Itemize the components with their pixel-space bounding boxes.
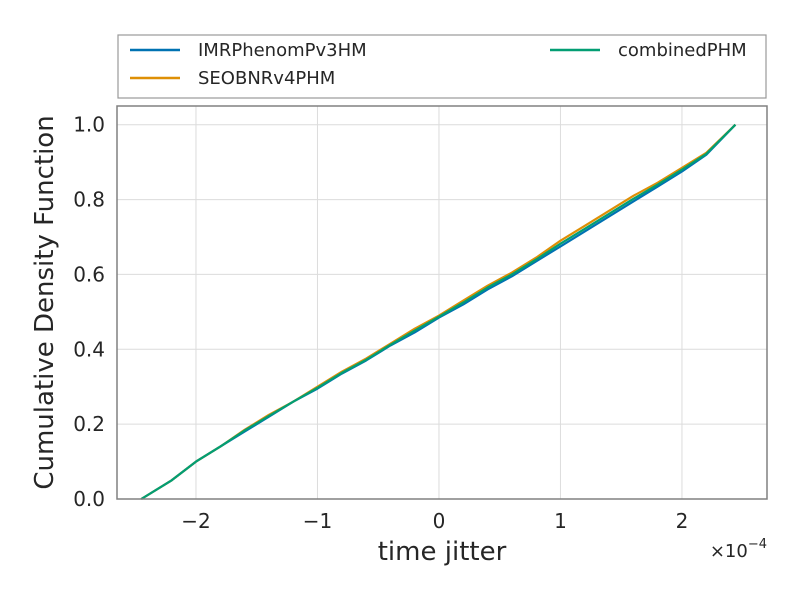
y-tick-label: 0.4 <box>73 337 105 361</box>
x-tick-label: −1 <box>303 509 332 533</box>
legend-box <box>117 34 767 99</box>
y-tick-label: 1.0 <box>73 113 105 137</box>
legend-label: SEOBNRv4PHM <box>198 68 335 89</box>
plot-frame <box>116 105 768 500</box>
y-ticks: 0.0 0.2 0.4 0.6 0.8 1.0 <box>73 113 105 511</box>
series-line <box>140 123 737 500</box>
grid <box>117 106 767 500</box>
x-axis-offset-exponent: −4 <box>748 537 767 552</box>
x-tick-label: 0 <box>433 509 446 533</box>
series-line <box>140 123 737 500</box>
x-ticks: −2 −1 0 1 2 <box>181 509 688 533</box>
x-axis-offset-base: ×10 <box>710 541 748 562</box>
y-axis-label: Cumulative Density Function <box>30 115 60 489</box>
y-tick-label: 0.6 <box>73 262 105 286</box>
y-tick-label: 0.0 <box>73 487 105 511</box>
legend-items: IMRPhenomPv3HM SEOBNRv4PHM combinedPHM <box>130 40 747 89</box>
x-axis-label: time jitter <box>378 537 507 567</box>
series-layer <box>140 123 737 500</box>
x-tick-label: 1 <box>554 509 567 533</box>
y-tick-label: 0.2 <box>73 412 105 436</box>
series-line <box>140 123 737 500</box>
x-tick-label: 2 <box>676 509 689 533</box>
x-tick-label: −2 <box>181 509 210 533</box>
legend-label: IMRPhenomPv3HM <box>198 40 367 61</box>
legend-label: combinedPHM <box>618 40 747 61</box>
y-tick-label: 0.8 <box>73 188 105 212</box>
x-axis-offset: ×10−4 <box>710 537 767 562</box>
legend: IMRPhenomPv3HM SEOBNRv4PHM combinedPHM <box>117 34 767 99</box>
